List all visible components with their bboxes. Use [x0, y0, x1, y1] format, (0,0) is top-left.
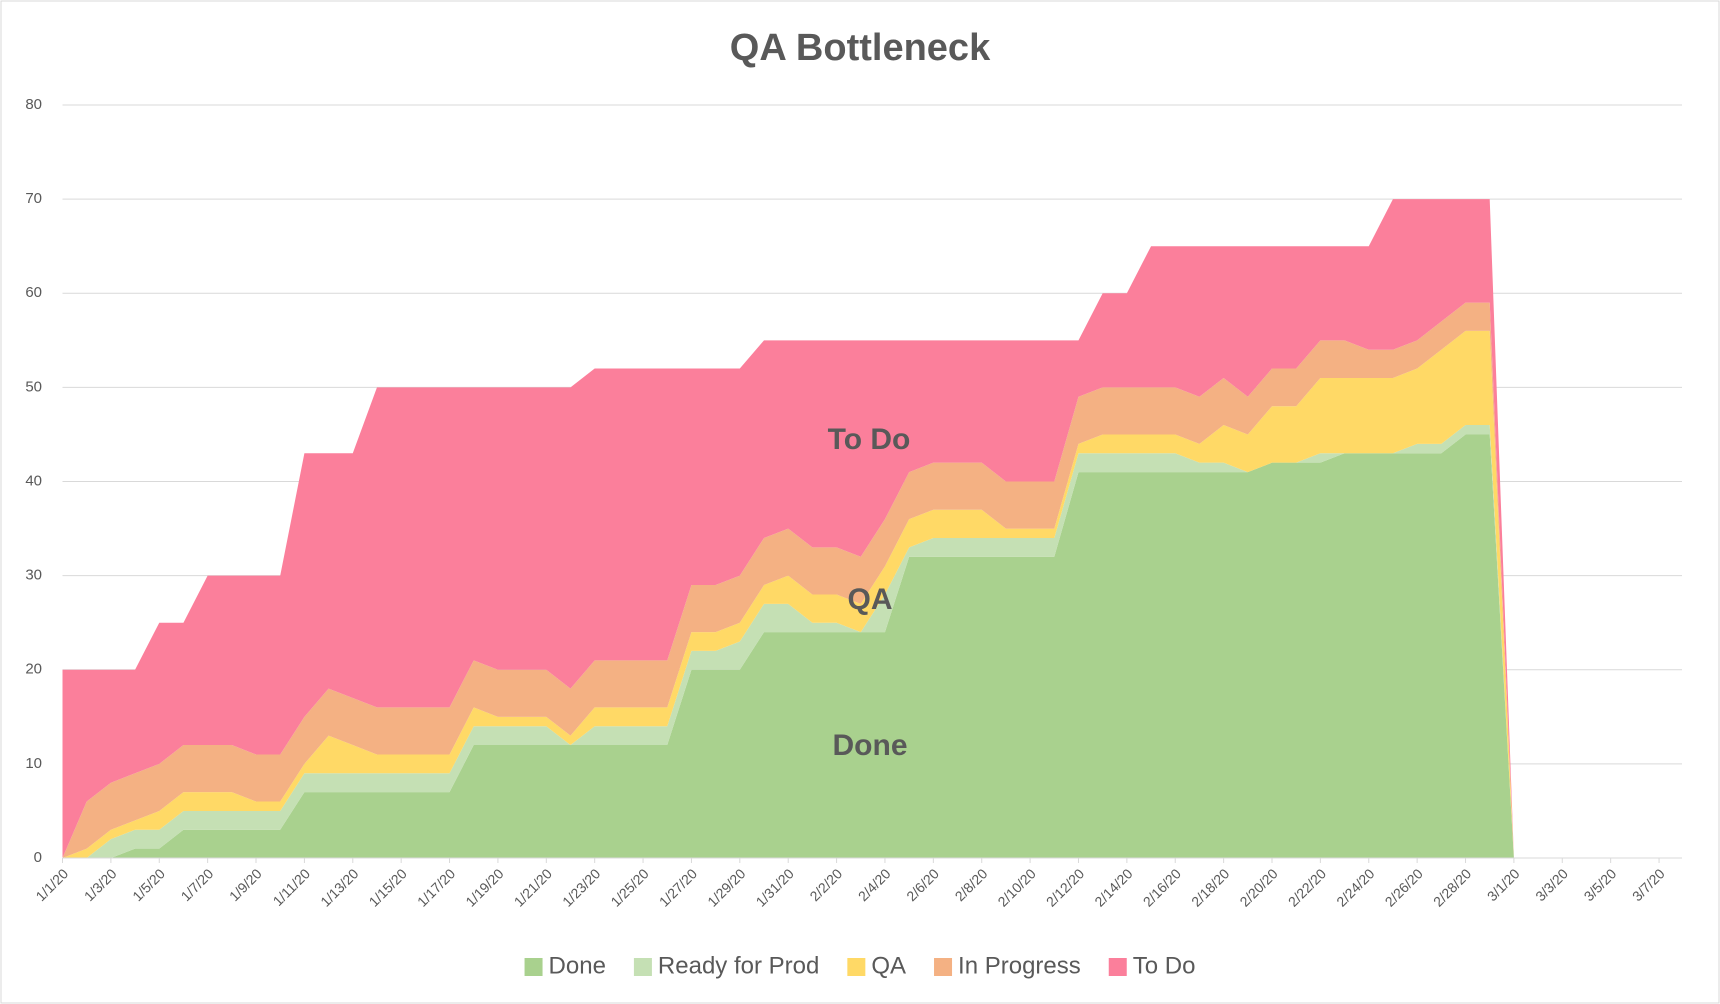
legend-swatch — [524, 958, 543, 976]
legend-swatch — [934, 958, 953, 976]
area — [62, 330, 1514, 858]
legend-swatch — [847, 958, 866, 976]
y-tick-label: 40 — [25, 472, 42, 489]
y-tick-label: 80 — [25, 96, 42, 113]
area — [62, 425, 1514, 858]
legend-label: In Progress — [958, 952, 1081, 979]
annotation: Done — [833, 729, 908, 762]
chart-title: QA Bottleneck — [730, 27, 991, 69]
annotation: QA — [848, 583, 893, 616]
y-tick-label: 0 — [34, 849, 42, 866]
area — [62, 302, 1514, 859]
y-tick-label: 70 — [25, 190, 42, 207]
annotation: To Do — [828, 423, 911, 456]
y-tick-label: 30 — [25, 567, 42, 584]
legend-label: Done — [549, 952, 606, 979]
y-tick-label: 20 — [25, 661, 42, 678]
legend-label: To Do — [1133, 952, 1196, 979]
y-tick-label: 10 — [25, 755, 42, 772]
legend-label: QA — [871, 952, 906, 979]
area — [62, 434, 1514, 858]
legend-swatch — [1108, 958, 1127, 976]
legend-label: Ready for Prod — [658, 952, 819, 979]
legend-swatch — [633, 958, 652, 976]
legend: Done Ready for Prod QA In Progress To Do — [524, 952, 1196, 979]
area — [62, 199, 1514, 858]
y-tick-label: 50 — [25, 378, 42, 395]
y-tick-label: 60 — [25, 284, 42, 301]
